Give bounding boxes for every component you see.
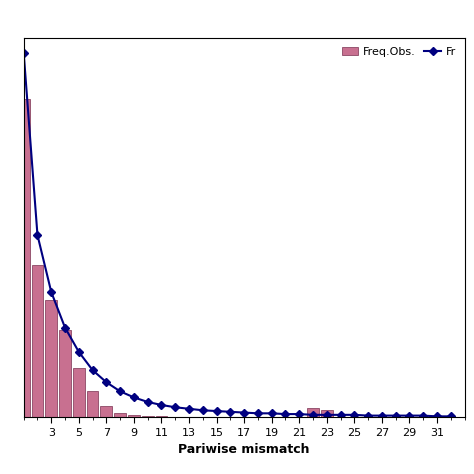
Bar: [142, 416, 154, 417]
Bar: [59, 330, 71, 417]
Bar: [73, 368, 85, 417]
Bar: [32, 265, 43, 417]
Bar: [128, 415, 140, 417]
Bar: [18, 99, 29, 417]
Bar: [87, 391, 99, 417]
Bar: [321, 410, 333, 417]
Bar: [307, 408, 319, 417]
X-axis label: Pariwise mismatch: Pariwise mismatch: [178, 443, 310, 456]
Bar: [155, 416, 167, 417]
Bar: [114, 412, 126, 417]
Bar: [46, 300, 57, 417]
Bar: [100, 406, 112, 417]
Legend: Freq.Obs., Fr: Freq.Obs., Fr: [338, 44, 459, 60]
